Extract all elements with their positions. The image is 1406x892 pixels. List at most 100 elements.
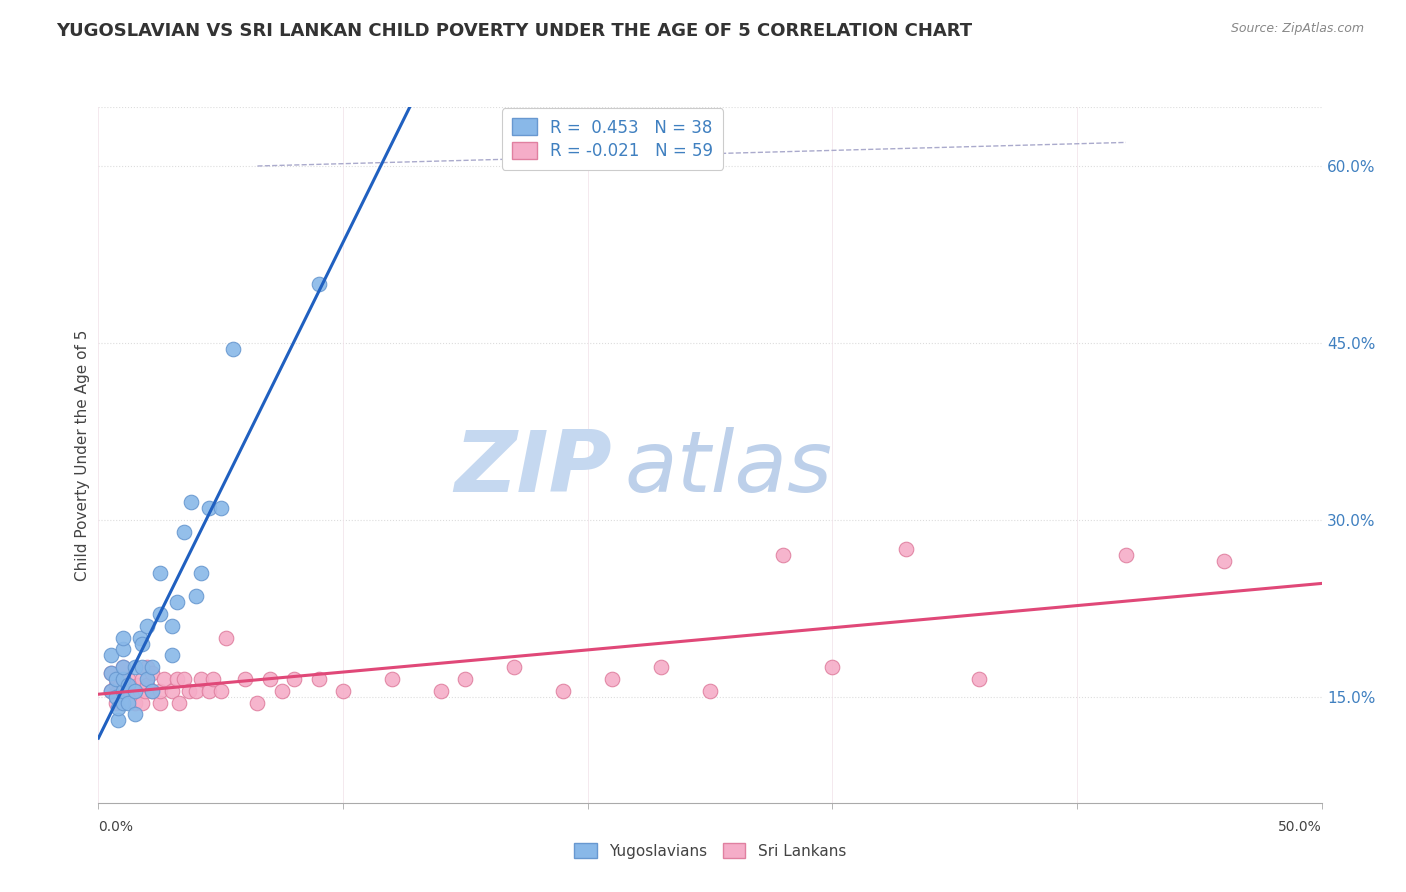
Point bbox=[111, 683, 134, 698]
Point bbox=[503, 660, 526, 674]
Point bbox=[141, 683, 163, 698]
Point bbox=[160, 619, 183, 633]
Point bbox=[149, 566, 172, 580]
Point bbox=[1212, 554, 1234, 568]
Point bbox=[104, 672, 127, 686]
Point bbox=[107, 713, 129, 727]
Point bbox=[149, 683, 172, 698]
Point bbox=[430, 683, 453, 698]
Text: ZIP: ZIP bbox=[454, 427, 612, 510]
Point bbox=[149, 607, 172, 621]
Point bbox=[117, 683, 139, 698]
Point bbox=[117, 678, 139, 692]
Text: Source: ZipAtlas.com: Source: ZipAtlas.com bbox=[1230, 22, 1364, 36]
Point bbox=[100, 666, 122, 681]
Point bbox=[454, 672, 477, 686]
Point bbox=[107, 672, 129, 686]
Point bbox=[129, 631, 152, 645]
Point bbox=[197, 500, 219, 515]
Point bbox=[100, 683, 122, 698]
Point bbox=[124, 696, 146, 710]
Point bbox=[117, 672, 139, 686]
Point bbox=[131, 696, 153, 710]
Point bbox=[141, 666, 163, 681]
Point bbox=[127, 678, 149, 692]
Point bbox=[381, 672, 404, 686]
Y-axis label: Child Poverty Under the Age of 5: Child Poverty Under the Age of 5 bbox=[75, 329, 90, 581]
Point bbox=[100, 648, 122, 663]
Point bbox=[120, 683, 142, 698]
Point bbox=[111, 631, 134, 645]
Point bbox=[246, 696, 269, 710]
Point bbox=[166, 672, 188, 686]
Point bbox=[107, 683, 129, 698]
Point bbox=[153, 672, 176, 686]
Point bbox=[308, 277, 330, 291]
Point bbox=[111, 642, 134, 657]
Point bbox=[233, 672, 256, 686]
Point bbox=[149, 696, 172, 710]
Point bbox=[124, 660, 146, 674]
Text: 50.0%: 50.0% bbox=[1278, 821, 1322, 835]
Point bbox=[967, 672, 990, 686]
Point bbox=[190, 672, 212, 686]
Point bbox=[134, 683, 156, 698]
Point bbox=[772, 548, 794, 562]
Point bbox=[136, 672, 159, 686]
Point bbox=[107, 701, 129, 715]
Point bbox=[259, 672, 281, 686]
Point bbox=[111, 683, 134, 698]
Text: YUGOSLAVIAN VS SRI LANKAN CHILD POVERTY UNDER THE AGE OF 5 CORRELATION CHART: YUGOSLAVIAN VS SRI LANKAN CHILD POVERTY … bbox=[56, 22, 973, 40]
Point bbox=[124, 707, 146, 722]
Point bbox=[160, 648, 183, 663]
Point bbox=[104, 678, 127, 692]
Point bbox=[332, 683, 354, 698]
Point bbox=[131, 637, 153, 651]
Point bbox=[141, 683, 163, 698]
Point bbox=[283, 672, 305, 686]
Point bbox=[553, 683, 575, 698]
Point bbox=[190, 566, 212, 580]
Point bbox=[111, 696, 134, 710]
Point bbox=[650, 660, 672, 674]
Point bbox=[180, 495, 202, 509]
Point bbox=[308, 672, 330, 686]
Point bbox=[124, 683, 146, 698]
Point bbox=[111, 672, 134, 686]
Point bbox=[124, 683, 146, 698]
Point bbox=[209, 500, 232, 515]
Point bbox=[110, 678, 132, 692]
Point bbox=[111, 660, 134, 674]
Point bbox=[197, 683, 219, 698]
Point bbox=[104, 690, 127, 704]
Legend: Yugoslavians, Sri Lankans: Yugoslavians, Sri Lankans bbox=[568, 837, 852, 864]
Point bbox=[136, 619, 159, 633]
Point bbox=[209, 683, 232, 698]
Point bbox=[131, 672, 153, 686]
Text: 0.0%: 0.0% bbox=[98, 821, 134, 835]
Point bbox=[141, 660, 163, 674]
Point bbox=[177, 683, 200, 698]
Point bbox=[100, 683, 122, 698]
Point bbox=[117, 696, 139, 710]
Point bbox=[186, 590, 208, 604]
Point bbox=[167, 696, 190, 710]
Point bbox=[821, 660, 844, 674]
Point bbox=[129, 683, 152, 698]
Text: atlas: atlas bbox=[624, 427, 832, 510]
Point bbox=[111, 672, 134, 686]
Point bbox=[173, 672, 195, 686]
Point bbox=[166, 595, 188, 609]
Point bbox=[104, 696, 127, 710]
Point bbox=[100, 666, 122, 681]
Point bbox=[699, 683, 721, 698]
Point bbox=[136, 660, 159, 674]
Point bbox=[222, 342, 245, 356]
Point bbox=[173, 524, 195, 539]
Point bbox=[111, 660, 134, 674]
Point bbox=[202, 672, 225, 686]
Point bbox=[131, 660, 153, 674]
Point bbox=[186, 683, 208, 698]
Point bbox=[160, 683, 183, 698]
Point bbox=[270, 683, 294, 698]
